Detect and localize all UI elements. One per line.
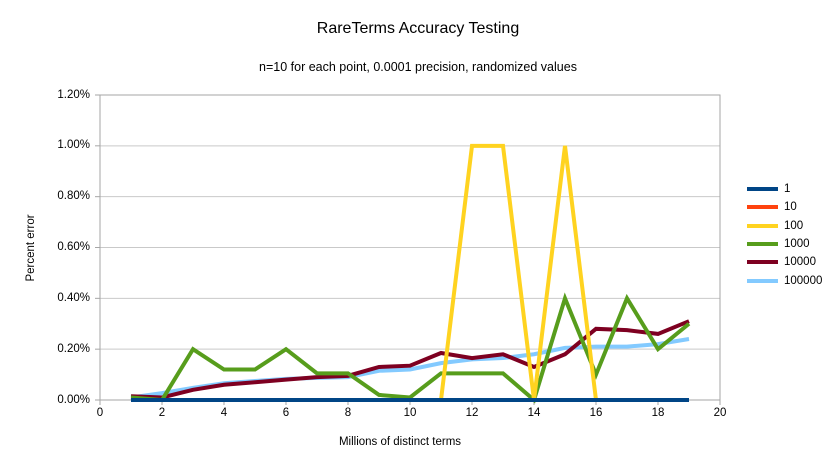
x-tick-label: 0 (96, 407, 104, 419)
legend-item-1000: 1000 (747, 235, 822, 253)
series-line-10000 (130, 319, 690, 400)
y-tick-label: 0.40% (57, 291, 90, 304)
legend-label: 1000 (784, 238, 810, 251)
legend-label: 100 (784, 219, 804, 232)
y-tick-label: 1.20% (57, 88, 90, 101)
x-axis-title: Millions of distinct terms (338, 436, 462, 448)
legend-swatch-icon (747, 278, 778, 283)
y-tick-label: 0.60% (57, 241, 90, 253)
legend-swatch-icon (747, 260, 778, 265)
x-tick-label: 12 (465, 407, 479, 419)
legend: 1 10 100 1000 10000 100000 (747, 180, 822, 290)
series-line-1000 (130, 292, 691, 404)
chart-subtitle: n=10 for each point, 0.0001 precision, r… (259, 60, 577, 74)
legend-label: 10 (784, 201, 797, 214)
legend-swatch-icon (747, 205, 778, 210)
x-tick-label: 14 (527, 407, 541, 419)
y-tick-label: 0.00% (57, 393, 90, 406)
x-tick-label: 8 (344, 407, 352, 419)
legend-label: 100000 (784, 274, 823, 287)
legend-item-10: 10 (747, 198, 822, 216)
legend-swatch-icon (747, 187, 778, 192)
y-tick-label: 1.00% (57, 139, 90, 152)
x-tick-label: 6 (282, 407, 290, 419)
y-tick-label: 0.20% (57, 342, 90, 355)
legend-label: 10000 (784, 256, 816, 269)
legend-label: 1 (784, 183, 791, 196)
x-tick-label: 10 (403, 407, 417, 419)
x-tick-label: 16 (589, 407, 603, 419)
x-tick-label: 18 (651, 407, 665, 419)
y-tick-label: 0.80% (57, 190, 90, 203)
legend-item-100000: 100000 (747, 271, 822, 289)
legend-item-10000: 10000 (747, 253, 822, 271)
legend-swatch-icon (747, 242, 778, 247)
chart-title: RareTerms Accuracy Testing (316, 20, 520, 37)
legend-swatch-icon (747, 223, 778, 228)
legend-item-1: 1 (747, 180, 822, 198)
x-tick-label: 20 (713, 407, 727, 419)
x-tick-label: 4 (220, 407, 228, 419)
legend-item-100: 100 (747, 217, 822, 235)
x-tick-label: 2 (158, 407, 166, 419)
